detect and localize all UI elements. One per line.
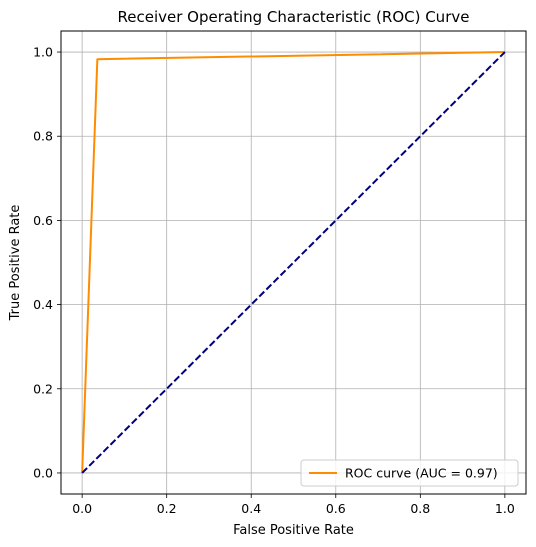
x-tick-label: 0.4 [241, 501, 261, 516]
x-tick-label: 0.0 [72, 501, 92, 516]
y-tick-label: 1.0 [33, 45, 53, 60]
x-axis-ticks: 0.0 0.2 0.4 0.6 0.8 1.0 [72, 494, 515, 516]
grid [61, 31, 526, 494]
y-tick-label: 0.4 [33, 297, 53, 312]
y-tick-label: 0.2 [33, 381, 53, 396]
y-tick-label: 0.0 [33, 465, 53, 480]
y-tick-label: 0.8 [33, 129, 53, 144]
x-tick-label: 0.2 [157, 501, 177, 516]
x-tick-label: 0.6 [326, 501, 346, 516]
y-axis-label: True Positive Rate [8, 205, 23, 322]
legend-box [300, 459, 519, 487]
y-tick-label: 0.6 [33, 213, 53, 228]
roc-curve-line [81, 51, 505, 473]
chart-title: Receiver Operating Characteristic (ROC) … [118, 8, 470, 26]
series-group [81, 51, 506, 474]
legend: ROC curve (AUC = 0.97) [300, 459, 519, 487]
legend-label: ROC curve (AUC = 0.97) [345, 466, 498, 481]
x-tick-label: 0.8 [410, 501, 430, 516]
plot-frame [60, 30, 527, 495]
x-axis-label: False Positive Rate [233, 523, 354, 538]
y-axis-ticks: 0.0 0.2 0.4 0.6 0.8 1.0 [33, 45, 61, 480]
x-tick-label: 1.0 [495, 501, 515, 516]
